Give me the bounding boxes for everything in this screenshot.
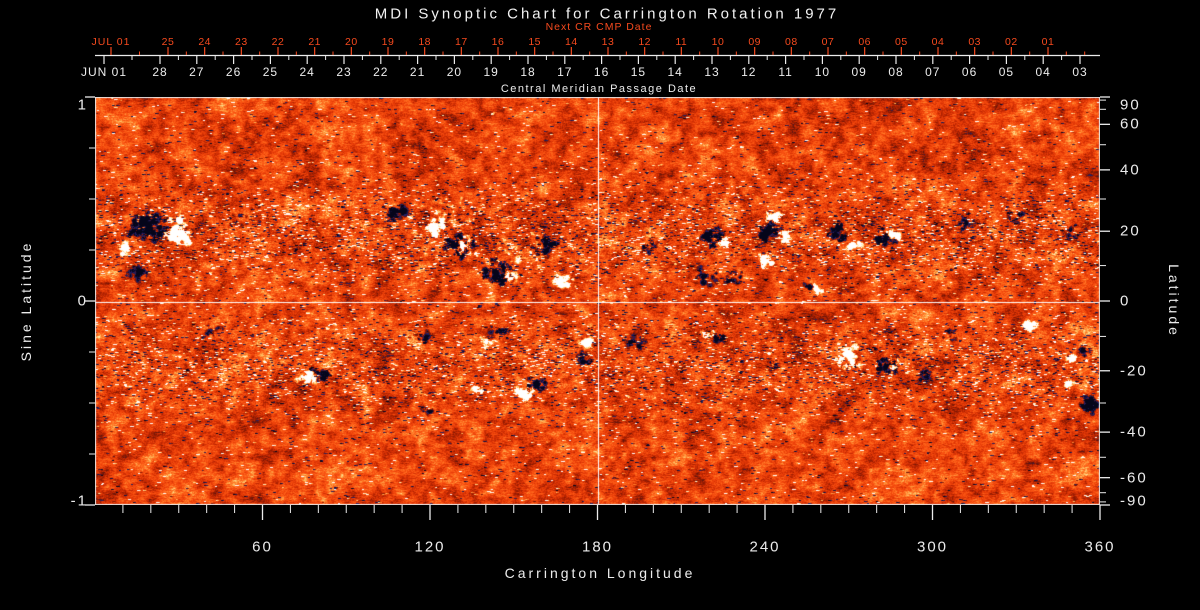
cmp-day-tick-label: 11	[778, 65, 793, 79]
cmp-day-tick-label: 06	[961, 65, 978, 79]
cmp-day-tick-label: 20	[446, 65, 463, 79]
longitude-tick-label: 360	[1084, 538, 1116, 556]
next-cr-day-tick-label: 09	[748, 36, 762, 48]
cmp-day-tick-label: 19	[483, 65, 499, 79]
sine-latitude-tick-label: 1	[77, 96, 88, 114]
central-meridian-passage-date-label: Central Meridian Passage Date	[500, 83, 698, 95]
next-cr-day-tick-label: 20	[344, 36, 358, 48]
latitude-tick-label: 60	[1120, 115, 1141, 133]
longitude-tick-label: 240	[749, 538, 781, 556]
cmp-day-tick-label: 13	[704, 65, 720, 79]
latitude-tick-label: -90	[1120, 492, 1148, 510]
next-cr-day-tick-label: 13	[601, 36, 615, 48]
cmp-day-tick-label: 21	[409, 65, 426, 79]
longitude-tick-label: 180	[581, 538, 614, 556]
cmp-day-tick-label: 26	[225, 65, 242, 79]
cmp-day-tick-label: 05	[998, 65, 1015, 79]
next-cr-day-tick-label: 17	[454, 36, 468, 48]
sine-latitude-tick-label: -1	[70, 492, 88, 510]
cmp-day-tick-label: 24	[299, 65, 315, 79]
cmp-day-tick-label: 15	[630, 65, 647, 79]
cmp-day-tick-label: 16	[593, 65, 610, 79]
x-axis-title: Carrington Longitude	[504, 565, 696, 581]
next-cr-cmp-date-label: Next CR CMP Date	[545, 21, 653, 33]
latitude-tick-label: -40	[1120, 423, 1148, 441]
next-cr-day-tick-label: 14	[564, 36, 578, 48]
next-cr-day-tick-label: 19	[381, 36, 395, 48]
cmp-day-tick-label: 17	[557, 65, 573, 79]
longitude-tick-label: 60	[252, 538, 273, 556]
cmp-day-tick-label: 07	[925, 65, 941, 79]
cmp-day-tick-label: 03	[1072, 65, 1088, 79]
next-cr-day-tick-label: 18	[418, 36, 431, 48]
cmp-day-tick-label: 27	[189, 65, 205, 79]
chart-title: MDI Synoptic Chart for Carrington Rotati…	[374, 5, 840, 23]
magnetogram-plot-area	[95, 97, 1100, 505]
next-cr-day-tick-label: 02	[1004, 36, 1018, 48]
cmp-day-tick-label: 09	[851, 65, 867, 79]
cmp-day-tick-label: 04	[1035, 65, 1051, 79]
next-cr-day-tick-label: 08	[784, 36, 798, 48]
next-cr-day-tick-label: 23	[234, 36, 248, 48]
next-cr-day-tick-label: 04	[931, 36, 945, 48]
next-cr-day-tick-label: 21	[308, 36, 321, 48]
next-cr-day-tick-label: 10	[711, 36, 725, 48]
next-cr-day-tick-label: 15	[528, 36, 541, 48]
longitude-tick-label: 120	[414, 538, 446, 556]
cmp-day-tick-label: 08	[888, 65, 904, 79]
next-cr-day-tick-label: 07	[821, 36, 835, 48]
cmp-day-tick-label: 10	[814, 65, 831, 79]
cmp-day-tick-label: 28	[152, 65, 168, 79]
cmp-day-tick-label: 12	[741, 65, 757, 79]
sine-latitude-tick-label: 0	[77, 292, 88, 310]
latitude-tick-label: 20	[1120, 222, 1141, 240]
magnetogram-image	[95, 97, 1100, 505]
next-cr-day-tick-label: 01	[1041, 36, 1055, 48]
latitude-tick-label: -60	[1120, 469, 1148, 487]
next-cr-day-tick-label: 22	[271, 36, 285, 48]
next-cr-day-tick-label: 12	[638, 36, 651, 48]
next-cr-day-tick-label: 05	[894, 36, 908, 48]
next-cr-day-tick-label: 25	[161, 36, 175, 48]
cmp-day-tick-label: 23	[336, 65, 352, 79]
latitude-tick-label: 90	[1120, 96, 1141, 114]
cmp-day-tick-label: 18	[520, 65, 536, 79]
next-cr-day-tick-label: 16	[491, 36, 505, 48]
cmp-day-tick-label: 22	[373, 65, 389, 79]
cmp-day-tick-label: 14	[667, 65, 683, 79]
latitude-tick-label: 40	[1120, 161, 1141, 179]
jun-01-label: JUN 01	[80, 65, 128, 79]
next-cr-day-tick-label: 03	[968, 36, 982, 48]
longitude-tick-label: 300	[916, 538, 949, 556]
latitude-tick-label: -20	[1120, 362, 1148, 380]
jul-01-label: JUL 01	[91, 36, 131, 48]
next-cr-day-tick-label: 06	[858, 36, 872, 48]
next-cr-day-tick-label: 24	[198, 36, 211, 48]
cmp-day-tick-label: 25	[262, 65, 279, 79]
next-cr-day-tick-label: 11	[675, 36, 688, 48]
latitude-tick-label: 0	[1120, 292, 1131, 310]
